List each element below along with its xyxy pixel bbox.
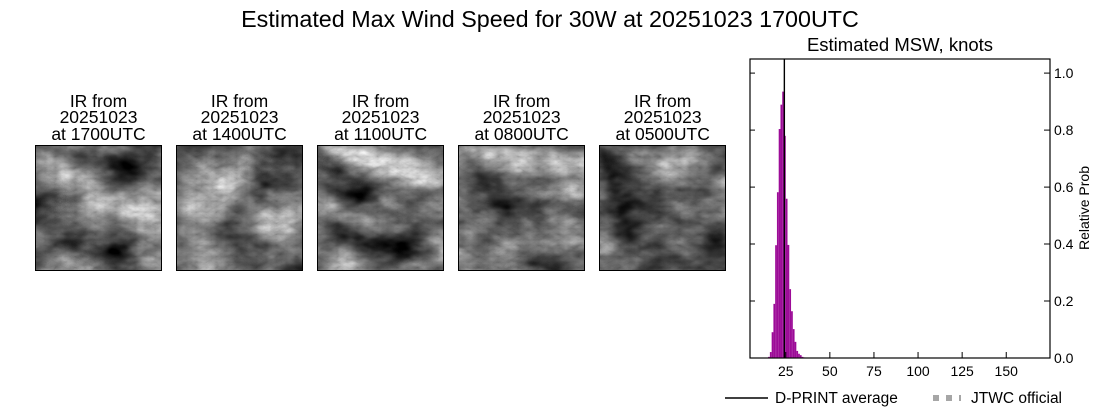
svg-text:50: 50	[822, 363, 838, 379]
svg-text:0.0: 0.0	[1054, 350, 1074, 366]
svg-text:Relative Prob: Relative Prob	[1076, 166, 1092, 250]
svg-text:D-PRINT average: D-PRINT average	[775, 390, 898, 407]
svg-text:0.2: 0.2	[1054, 293, 1074, 309]
svg-text:JTWC official: JTWC official	[971, 390, 1062, 407]
svg-text:150: 150	[995, 363, 1019, 379]
svg-text:125: 125	[950, 363, 974, 379]
svg-text:1.0: 1.0	[1054, 65, 1074, 81]
svg-text:100: 100	[906, 363, 930, 379]
svg-text:75: 75	[866, 363, 882, 379]
svg-text:0.4: 0.4	[1054, 236, 1074, 252]
svg-text:Estimated MSW, knots: Estimated MSW, knots	[807, 34, 993, 55]
svg-text:0.8: 0.8	[1054, 122, 1074, 138]
svg-text:25: 25	[778, 363, 794, 379]
svg-text:0.6: 0.6	[1054, 179, 1074, 195]
